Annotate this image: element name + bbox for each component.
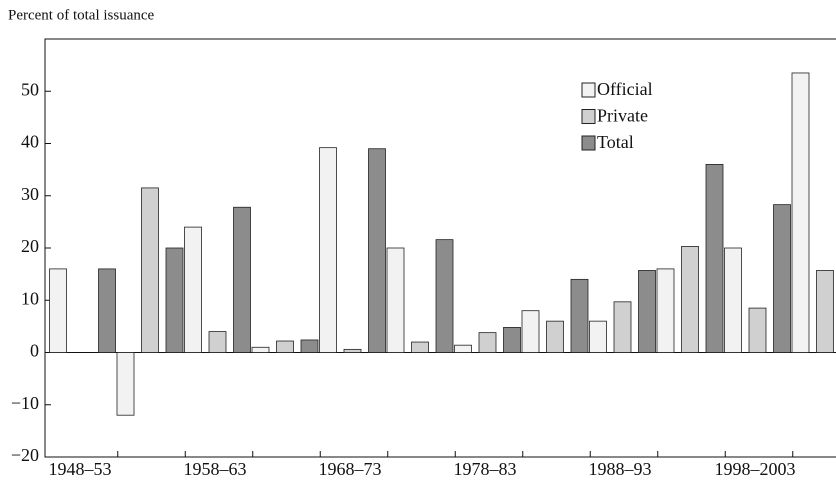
bar xyxy=(546,320,564,353)
bar xyxy=(233,206,251,353)
x-tick-label: 1958–63 xyxy=(184,459,247,479)
bar xyxy=(478,332,497,353)
bar xyxy=(300,339,319,353)
bar xyxy=(656,268,675,353)
bar xyxy=(816,270,834,353)
bar xyxy=(184,226,202,353)
bar xyxy=(98,268,116,353)
y-tick-label: 30 xyxy=(21,184,39,204)
bar xyxy=(589,320,607,353)
x-tick-label: 1988–93 xyxy=(589,459,652,479)
y-tick-label: 10 xyxy=(21,288,39,308)
bar xyxy=(570,278,589,353)
y-tick-label: 20 xyxy=(21,236,39,256)
legend-swatch xyxy=(581,135,596,151)
bar xyxy=(613,301,632,353)
bar xyxy=(49,268,67,353)
bar xyxy=(681,246,699,353)
bar xyxy=(503,327,521,353)
y-tick-label: 50 xyxy=(21,79,39,99)
x-tick-label: 1948–53 xyxy=(49,459,112,479)
y-tick-label: −20 xyxy=(11,445,39,465)
legend-swatch xyxy=(581,109,596,124)
bar xyxy=(343,348,362,353)
x-tick-label: 1968–73 xyxy=(319,459,382,479)
bar xyxy=(411,341,429,353)
bar xyxy=(116,352,135,416)
bar xyxy=(141,187,159,353)
bar xyxy=(773,204,791,353)
bar xyxy=(791,72,810,353)
bar xyxy=(724,247,742,353)
bar xyxy=(748,307,767,353)
bar xyxy=(435,239,454,353)
x-tick-label: 1978–83 xyxy=(454,459,517,479)
bar xyxy=(276,340,294,353)
legend-label: Private xyxy=(597,106,648,126)
y-axis-label: Percent of total issuance xyxy=(8,7,155,23)
bar xyxy=(208,331,227,353)
legend-label: Total xyxy=(597,132,634,152)
bar xyxy=(251,346,270,353)
bar xyxy=(521,310,540,353)
y-tick-label: 40 xyxy=(21,132,39,152)
bar xyxy=(705,163,724,353)
bar xyxy=(638,270,656,353)
y-tick-label: 0 xyxy=(30,341,39,361)
bar xyxy=(386,247,405,353)
bar xyxy=(368,148,386,353)
y-tick-label: −10 xyxy=(11,393,39,413)
bar xyxy=(454,344,472,353)
legend-label: Official xyxy=(597,79,653,99)
legend-swatch xyxy=(581,82,596,98)
x-tick-label: 1998–2003 xyxy=(715,459,796,479)
bar xyxy=(165,247,184,353)
bar xyxy=(319,147,337,353)
